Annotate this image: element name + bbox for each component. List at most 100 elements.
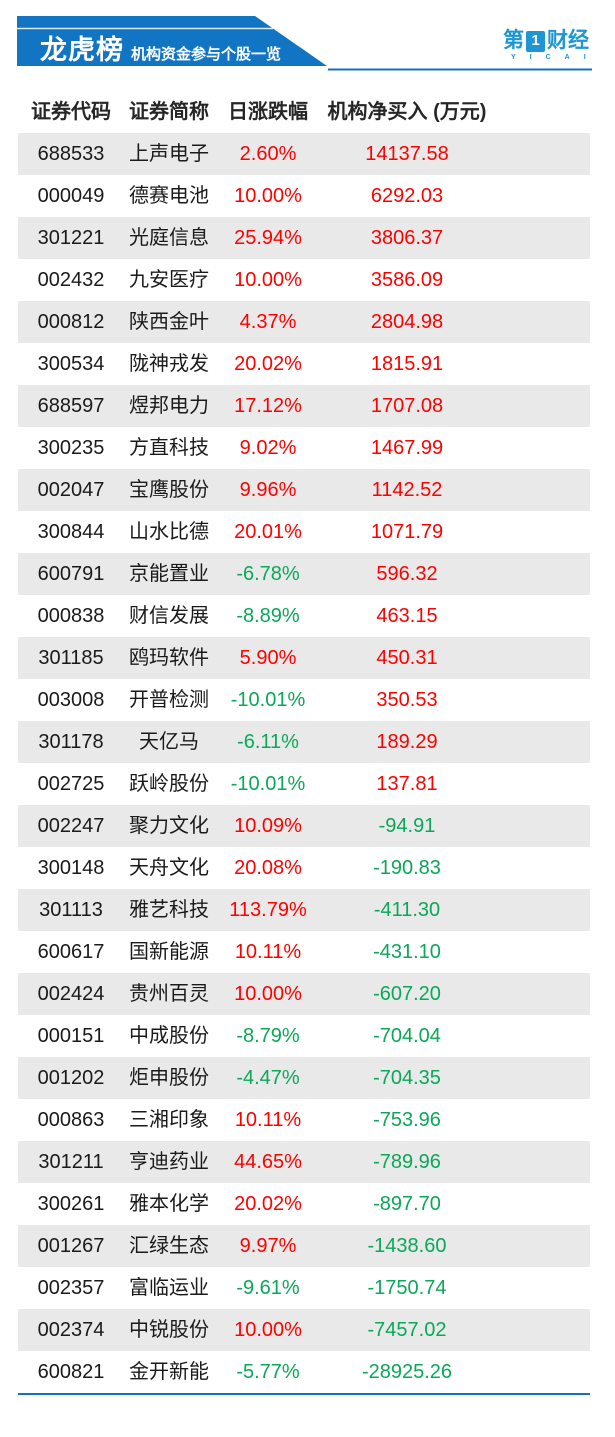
stock-code: 600821	[37, 1361, 105, 1383]
daily-change: 4.37%	[239, 311, 297, 333]
net-buy: 1467.99	[370, 437, 444, 459]
stock-code: 301221	[37, 227, 105, 249]
stock-code: 001202	[37, 1067, 105, 1089]
daily-change: 9.96%	[239, 479, 297, 501]
logo-prefix: 第	[503, 29, 524, 52]
net-buy: -704.35	[373, 1067, 441, 1089]
daily-change: -6.78%	[236, 563, 300, 585]
daily-change: -8.79%	[236, 1025, 300, 1047]
stock-code: 300844	[37, 521, 105, 543]
yicai-logo: 第 1 财经 YICAI	[503, 30, 603, 62]
table-row: 300148 天舟文化 20.08% -190.83	[18, 847, 590, 889]
stock-name: 宝鹰股份	[129, 479, 209, 501]
net-buy: -94.91	[378, 815, 436, 837]
table-row: 002725 跃岭股份 -10.01% 137.81	[18, 763, 590, 805]
daily-change: -6.11%	[237, 731, 299, 753]
stock-code: 002357	[37, 1277, 105, 1299]
net-buy: 450.31	[376, 647, 438, 669]
stock-name: 贵州百灵	[129, 983, 209, 1005]
daily-change: 10.09%	[234, 815, 302, 837]
net-buy: -1438.60	[367, 1235, 447, 1257]
stock-name: 煜邦电力	[129, 395, 209, 417]
stock-code: 301113	[39, 899, 103, 921]
stock-name: 富临运业	[129, 1277, 209, 1299]
daily-change: 2.60%	[239, 143, 297, 165]
daily-change: -10.01%	[230, 689, 306, 711]
net-buy: -190.83	[373, 857, 441, 879]
daily-change: 9.02%	[239, 437, 297, 459]
stock-name: 京能置业	[129, 563, 209, 585]
table-row: 000863 三湘印象 10.11% -753.96	[18, 1099, 590, 1141]
stock-name: 炬申股份	[129, 1067, 209, 1089]
stock-name: 方直科技	[129, 437, 209, 459]
table-body: 688533 上声电子 2.60% 14137.58 000049 德赛电池 10.00% 6…	[0, 133, 615, 1393]
daily-change: 10.11%	[234, 941, 302, 963]
table-row: 001267 汇绿生态 9.97% -1438.60	[18, 1225, 590, 1267]
stock-name: 德赛电池	[129, 185, 209, 207]
stock-code: 688597	[37, 395, 105, 417]
stock-name: 陕西金叶	[129, 311, 209, 333]
header-banner: 龙虎榜 机构资金参与个股一览 第 1 财经 YICAI	[0, 0, 615, 71]
stock-code: 001267	[37, 1235, 105, 1257]
table-row: 002247 聚力文化 10.09% -94.91	[18, 805, 590, 847]
stock-name: 聚力文化	[129, 815, 209, 837]
stock-code: 300235	[37, 437, 105, 459]
table-row: 301113 雅艺科技 113.79% -411.30	[18, 889, 590, 931]
stock-code: 300534	[37, 353, 105, 375]
daily-change: -9.61%	[236, 1277, 300, 1299]
stock-name: 雅艺科技	[129, 899, 209, 921]
net-buy: 3806.37	[370, 227, 444, 249]
bottom-divider	[18, 1393, 590, 1395]
table-row: 301185 鸥玛软件 5.90% 450.31	[18, 637, 590, 679]
net-buy: 1707.08	[370, 395, 444, 417]
net-buy: -431.10	[373, 941, 441, 963]
daily-change: 20.02%	[234, 353, 302, 375]
stock-code: 300261	[37, 1193, 105, 1215]
stock-name: 汇绿生态	[129, 1235, 209, 1257]
stock-code: 600617	[37, 941, 105, 963]
net-buy: -704.04	[373, 1025, 441, 1047]
stock-name: 鸥玛软件	[129, 647, 209, 669]
stock-code: 000812	[37, 311, 105, 333]
net-buy: 350.53	[376, 689, 438, 711]
net-buy: 596.32	[376, 563, 438, 585]
daily-change: 10.00%	[234, 1319, 302, 1341]
col-header-change: 日涨跌幅	[228, 101, 308, 123]
net-buy: -753.96	[373, 1109, 441, 1131]
page-subtitle: 机构资金参与个股一览	[131, 46, 282, 63]
yicai-logo-text: 第 1 财经	[503, 30, 603, 52]
table-row: 000812 陕西金叶 4.37% 2804.98	[18, 301, 590, 343]
net-buy: -7457.02	[367, 1319, 447, 1341]
daily-change: 25.94%	[234, 227, 302, 249]
table-row: 600617 国新能源 10.11% -431.10	[18, 931, 590, 973]
stock-name: 中成股份	[129, 1025, 209, 1047]
stock-name: 中锐股份	[129, 1319, 209, 1341]
logo-suffix: 财经	[547, 29, 589, 52]
table-row: 300235 方直科技 9.02% 1467.99	[18, 427, 590, 469]
net-buy: 463.15	[376, 605, 438, 627]
daily-change: 44.65%	[234, 1151, 302, 1173]
stock-code: 600791	[37, 563, 105, 585]
stock-code: 000049	[37, 185, 105, 207]
daily-change: 10.00%	[234, 983, 302, 1005]
table-row: 001202 炬申股份 -4.47% -704.35	[18, 1057, 590, 1099]
daily-change: 113.79%	[229, 899, 307, 921]
stock-code: 000863	[37, 1109, 105, 1131]
daily-change: -4.47%	[236, 1067, 300, 1089]
stock-name: 三湘印象	[129, 1109, 209, 1131]
daily-change: 9.97%	[239, 1235, 297, 1257]
daily-change: -10.01%	[230, 773, 306, 795]
stock-code: 003008	[37, 689, 105, 711]
stock-code: 000838	[37, 605, 105, 627]
net-buy: 1142.52	[371, 479, 443, 501]
logo-one-icon: 1	[526, 30, 545, 52]
table-row: 301178 天亿马 -6.11% 189.29	[18, 721, 590, 763]
stock-code: 301185	[38, 647, 104, 669]
stock-name: 九安医疗	[129, 269, 209, 291]
stock-name: 财信发展	[129, 605, 209, 627]
stock-code: 002424	[37, 983, 105, 1005]
daily-change: 10.00%	[234, 269, 302, 291]
table-row: 000838 财信发展 -8.89% 463.15	[18, 595, 590, 637]
stock-code: 002047	[37, 479, 105, 501]
stock-code: 002247	[37, 815, 105, 837]
